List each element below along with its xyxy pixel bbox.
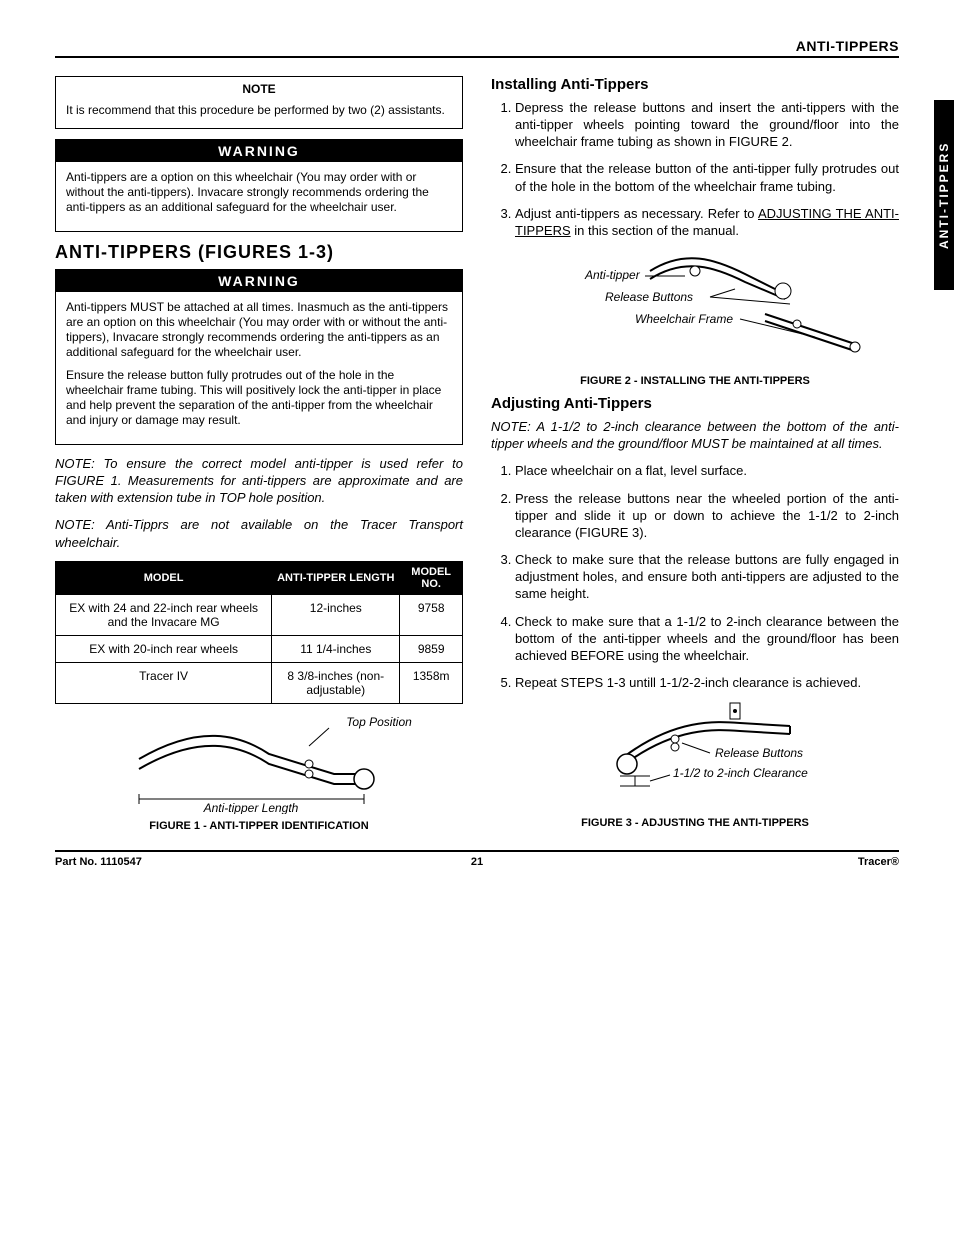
warning-para: Ensure the release button fully protrude… [66, 368, 452, 428]
cell: 9758 [400, 594, 463, 635]
cell: Tracer IV [56, 662, 272, 703]
side-tab: ANTI-TIPPERS [934, 100, 954, 290]
step: Repeat STEPS 1-3 untill 1-1/2-2-inch cle… [515, 674, 899, 691]
cell: EX with 20-inch rear wheels [56, 635, 272, 662]
footer-doc-name: Tracer® [858, 856, 899, 868]
cell: 11 1/4-inches [272, 635, 400, 662]
fig1-top-label: Top Position [346, 715, 412, 729]
note-paragraph: NOTE: Anti-Tipprs are not available on t… [55, 516, 463, 550]
footer-page-no: 21 [471, 856, 483, 868]
note-box-body: It is recommend that this procedure be p… [56, 101, 462, 128]
step-tail: in this section of the manual. [571, 223, 739, 238]
section-title-anti-tippers: ANTI-TIPPERS (FIGURES 1-3) [55, 242, 463, 263]
header-rule [55, 56, 899, 58]
cell: 1358m [400, 662, 463, 703]
fig1-length-label: Anti-tipper Length [203, 801, 299, 814]
warning-para: Anti-tippers are a option on this wheelc… [66, 170, 452, 215]
warning-box-1: WARNING Anti-tippers are a option on thi… [55, 139, 463, 232]
step: Depress the release buttons and insert t… [515, 99, 899, 150]
adjusting-note: NOTE: A 1-1/2 to 2-inch clearance betwee… [491, 418, 899, 452]
fig2-wf-label: Wheelchair Frame [635, 312, 733, 326]
step-text: Adjust anti-tippers as necessary. Refer … [515, 206, 758, 221]
step: Place wheelchair on a flat, level surfac… [515, 462, 899, 479]
footer-part-no: Part No. 1110547 [55, 856, 142, 868]
warning-box-2: WARNING Anti-tippers MUST be attached at… [55, 269, 463, 445]
step: Ensure that the release button of the an… [515, 160, 899, 194]
table-row: EX with 24 and 22-inch rear wheels and t… [56, 594, 463, 635]
figure-2: Anti-tipper Release Buttons Wheelchair F… [491, 249, 899, 387]
figure-2-caption: FIGURE 2 - INSTALLING THE ANTI-TIPPERS [491, 375, 899, 387]
step: Check to make sure that a 1-1/2 to 2-inc… [515, 613, 899, 664]
step: Adjust anti-tippers as necessary. Refer … [515, 205, 899, 239]
figure-1-caption: FIGURE 1 - ANTI-TIPPER IDENTIFICATION [55, 820, 463, 832]
cell: 12-inches [272, 594, 400, 635]
cell: EX with 24 and 22-inch rear wheels and t… [56, 594, 272, 635]
warning-head: WARNING [56, 270, 462, 292]
table-row: EX with 20-inch rear wheels 11 1/4-inche… [56, 635, 463, 662]
note-box: NOTE It is recommend that this procedure… [55, 76, 463, 129]
note-box-head: NOTE [56, 77, 462, 101]
fig2-at-label: Anti-tipper [584, 268, 641, 282]
th-modelno: MODEL NO. [400, 561, 463, 594]
adjusting-steps: Place wheelchair on a flat, level surfac… [491, 462, 899, 691]
figure-1: Top Position Anti-tipper Length FIGURE 1… [55, 714, 463, 832]
note-paragraph: NOTE: To ensure the correct model anti-t… [55, 455, 463, 506]
figure-3: Release Buttons 1-1/2 to 2-inch Clearanc… [491, 701, 899, 829]
installing-steps: Depress the release buttons and insert t… [491, 99, 899, 239]
anti-tipper-table: MODEL ANTI-TIPPER LENGTH MODEL NO. EX wi… [55, 561, 463, 704]
warning-head: WARNING [56, 140, 462, 162]
figure-3-caption: FIGURE 3 - ADJUSTING THE ANTI-TIPPERS [491, 817, 899, 829]
cell: 8 3/8-inches (non-adjustable) [272, 662, 400, 703]
th-model: MODEL [56, 561, 272, 594]
header-title: ANTI-TIPPERS [796, 38, 899, 54]
section-title-adjusting: Adjusting Anti-Tippers [491, 395, 899, 412]
header: ANTI-TIPPERS [55, 40, 899, 58]
table-row: Tracer IV 8 3/8-inches (non-adjustable) … [56, 662, 463, 703]
page: ANTI-TIPPERS ANTI-TIPPERS NOTE It is rec… [0, 0, 954, 894]
step: Check to make sure that the release butt… [515, 551, 899, 602]
section-title-installing: Installing Anti-Tippers [491, 76, 899, 93]
fig2-rb-label: Release Buttons [605, 290, 693, 304]
cell: 9859 [400, 635, 463, 662]
fig3-rb-label: Release Buttons [715, 746, 803, 760]
th-length: ANTI-TIPPER LENGTH [272, 561, 400, 594]
footer: Part No. 1110547 21 Tracer® [55, 850, 899, 874]
warning-para: Anti-tippers MUST be attached at all tim… [66, 300, 452, 360]
fig3-cl-label: 1-1/2 to 2-inch Clearance [673, 766, 808, 780]
step: Press the release buttons near the wheel… [515, 490, 899, 541]
